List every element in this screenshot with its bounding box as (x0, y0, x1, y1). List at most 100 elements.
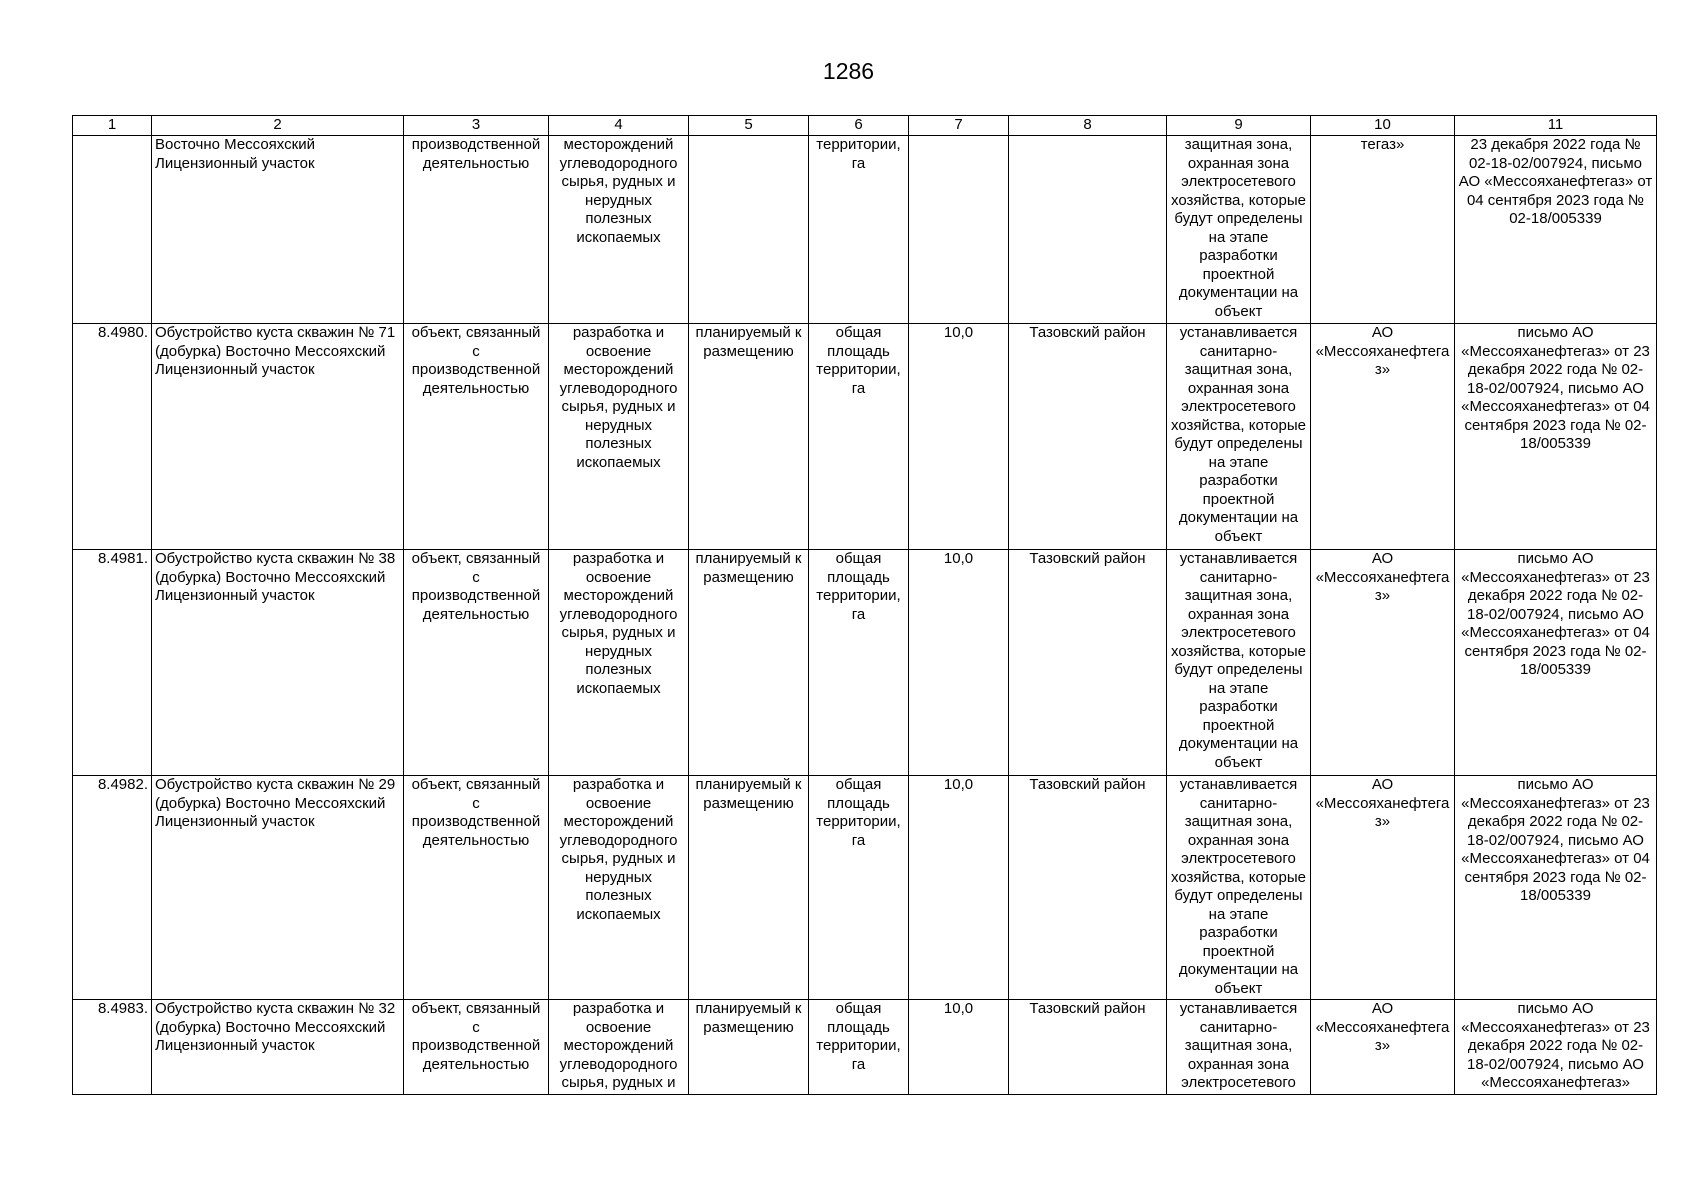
cell-text: АО «Мессояханефтегаз» (1315, 776, 1450, 831)
cell-text: устанавливается санитарно-защитная зона,… (1171, 550, 1306, 771)
table-cell: 8.4983. (72, 999, 152, 1095)
table-cell: месторождений углеводородного сырья, руд… (548, 135, 689, 324)
header-cell: 10 (1310, 115, 1455, 136)
cell-text: тегаз» (1360, 136, 1405, 154)
table-cell: Тазовский район (1008, 323, 1167, 550)
table-row: 8.4983. Обустройство куста скважин № 32 (… (72, 999, 1657, 1095)
table-cell: разработка и освоение месторождений угле… (548, 775, 689, 1000)
cell-text: письмо АО «Мессояханефтегаз» от 23 декаб… (1461, 324, 1650, 453)
header-cell: 6 (808, 115, 909, 136)
cell-text: АО «Мессояханефтегаз» (1315, 324, 1450, 379)
table-cell: объект, связанный с производственной дея… (403, 999, 549, 1095)
cell-text: Тазовский район (1029, 550, 1146, 568)
table-cell: разработка и освоение месторождений угле… (548, 549, 689, 776)
table-cell: Тазовский район (1008, 775, 1167, 1000)
cell-text: устанавливается санитарно-защитная зона,… (1171, 776, 1306, 997)
table-cell: АО «Мессояханефтегаз» (1310, 549, 1455, 776)
cell-text: Тазовский район (1029, 1000, 1146, 1018)
cell-text: производственной деятельностью (411, 136, 541, 172)
header-cell: 5 (688, 115, 809, 136)
cell-text: устанавливается санитарно-защитная зона,… (1179, 1000, 1298, 1092)
table-cell (1008, 135, 1167, 324)
cell-text: месторождений углеводородного сырья, руд… (559, 136, 678, 246)
cell-text: Тазовский район (1029, 324, 1146, 342)
page-number: 1286 (822, 58, 875, 84)
table-cell: АО «Мессояханефтегаз» (1310, 999, 1455, 1095)
table-row: 8.4981. Обустройство куста скважин № 38 (… (72, 549, 1657, 776)
table-cell: устанавливается санитарно-защитная зона,… (1166, 999, 1311, 1095)
cell-text: письмо АО «Мессояханефтегаз» от 23 декаб… (1461, 1000, 1650, 1092)
table-cell: АО «Мессояханефтегаз» (1310, 323, 1455, 550)
table-cell: Обустройство куста скважин № 71 (добурка… (151, 323, 404, 550)
cell-text: объект, связанный с производственной дея… (411, 776, 541, 849)
table-cell: планируемый к размещению (688, 549, 809, 776)
cell-text: Обустройство куста скважин № 32 (добурка… (155, 1000, 396, 1055)
table-cell: планируемый к размещению (688, 775, 809, 1000)
cell-text: Тазовский район (1029, 776, 1146, 794)
table-row: 8.4980. Обустройство куста скважин № 71 (… (72, 323, 1657, 550)
cell-text: разработка и освоение месторождений угле… (559, 324, 678, 471)
header-cell: 1 (72, 115, 152, 136)
header-cell: 8 (1008, 115, 1167, 136)
cell-text: общая площадь территории, га (816, 550, 901, 623)
table-cell: письмо АО «Мессояханефтегаз» от 23 декаб… (1454, 323, 1657, 550)
cell-text: планируемый к размещению (695, 1000, 802, 1036)
cell-text: объект, связанный с производственной дея… (411, 324, 541, 397)
cell-text: 10,0 (943, 324, 974, 342)
table-cell: устанавливается санитарно-защитная зона,… (1166, 549, 1311, 776)
cell-text: Обустройство куста скважин № 38 (добурка… (155, 550, 396, 605)
table-cell: производственной деятельностью (403, 135, 549, 324)
cell-text: разработка и освоение месторождений угле… (559, 550, 678, 697)
cell-text: устанавливается санитарно-защитная зона,… (1171, 324, 1306, 545)
cell-text (692, 137, 805, 323)
table: 1 2 3 4 5 6 7 8 9 10 11 Восточно Мессояхский Лиценз… (72, 115, 1657, 1095)
header-cell: 4 (548, 115, 689, 136)
cell-text: разработка и освоение месторождений угле… (559, 1000, 678, 1092)
cell-text: письмо АО «Мессояханефтегаз» от 23 декаб… (1461, 550, 1650, 679)
cell-text: 23 декабря 2022 года № 02-18-02/007924, … (1458, 136, 1653, 228)
cell-text: территории, га (816, 136, 901, 172)
cell-text: Обустройство куста скважин № 29 (добурка… (155, 776, 396, 831)
table-cell (72, 135, 152, 324)
cell-text: общая площадь территории, га (816, 1000, 901, 1073)
cell-text: письмо АО «Мессояханефтегаз» от 23 декаб… (1461, 776, 1650, 905)
cell-text: планируемый к размещению (695, 324, 802, 360)
table-cell: 8.4980. (72, 323, 152, 550)
table-cell: планируемый к размещению (688, 323, 809, 550)
cell-text: 8.4982. (97, 776, 148, 794)
cell-text: АО «Мессояханефтегаз» (1315, 1000, 1450, 1055)
table-cell: объект, связанный с производственной дея… (403, 549, 549, 776)
cell-text: планируемый к размещению (695, 776, 802, 812)
table-cell: 23 декабря 2022 года № 02-18-02/007924, … (1454, 135, 1657, 324)
table-cell: письмо АО «Мессояханефтегаз» от 23 декаб… (1454, 775, 1657, 1000)
table-row: Восточно Мессояхский Лицензионный участо… (72, 135, 1657, 324)
cell-text: защитная зона, охранная зона электросете… (1171, 136, 1306, 320)
cell-text: Восточно Мессояхский Лицензионный участо… (155, 136, 315, 172)
table-cell: 10,0 (908, 549, 1009, 776)
table-cell: объект, связанный с производственной дея… (403, 323, 549, 550)
table-cell: письмо АО «Мессояханефтегаз» от 23 декаб… (1454, 549, 1657, 776)
cell-text (1012, 137, 1163, 323)
table-cell: 8.4982. (72, 775, 152, 1000)
table-cell: АО «Мессояханефтегаз» (1310, 775, 1455, 1000)
table-cell: территории, га (808, 135, 909, 324)
table-cell: общая площадь территории, га (808, 549, 909, 776)
cell-text: разработка и освоение месторождений угле… (559, 776, 678, 923)
table-cell: Тазовский район (1008, 999, 1167, 1095)
cell-text: объект, связанный с производственной дея… (411, 550, 541, 623)
table-cell: устанавливается санитарно-защитная зона,… (1166, 323, 1311, 550)
table-cell: общая площадь территории, га (808, 999, 909, 1095)
table-cell (908, 135, 1009, 324)
cell-text: 10,0 (943, 1000, 974, 1018)
cell-text: Обустройство куста скважин № 71 (добурка… (155, 324, 396, 379)
header-cell: 9 (1166, 115, 1311, 136)
table-cell: Обустройство куста скважин № 38 (добурка… (151, 549, 404, 776)
header-cell: 11 (1454, 115, 1657, 136)
cell-text: общая площадь территории, га (816, 776, 901, 849)
table-cell: Обустройство куста скважин № 32 (добурка… (151, 999, 404, 1095)
table-cell: письмо АО «Мессояханефтегаз» от 23 декаб… (1454, 999, 1657, 1095)
header-row: 1 2 3 4 5 6 7 8 9 10 11 (72, 115, 1657, 136)
header-cell: 7 (908, 115, 1009, 136)
cell-text: общая площадь территории, га (816, 324, 901, 397)
cell-text (76, 137, 148, 323)
